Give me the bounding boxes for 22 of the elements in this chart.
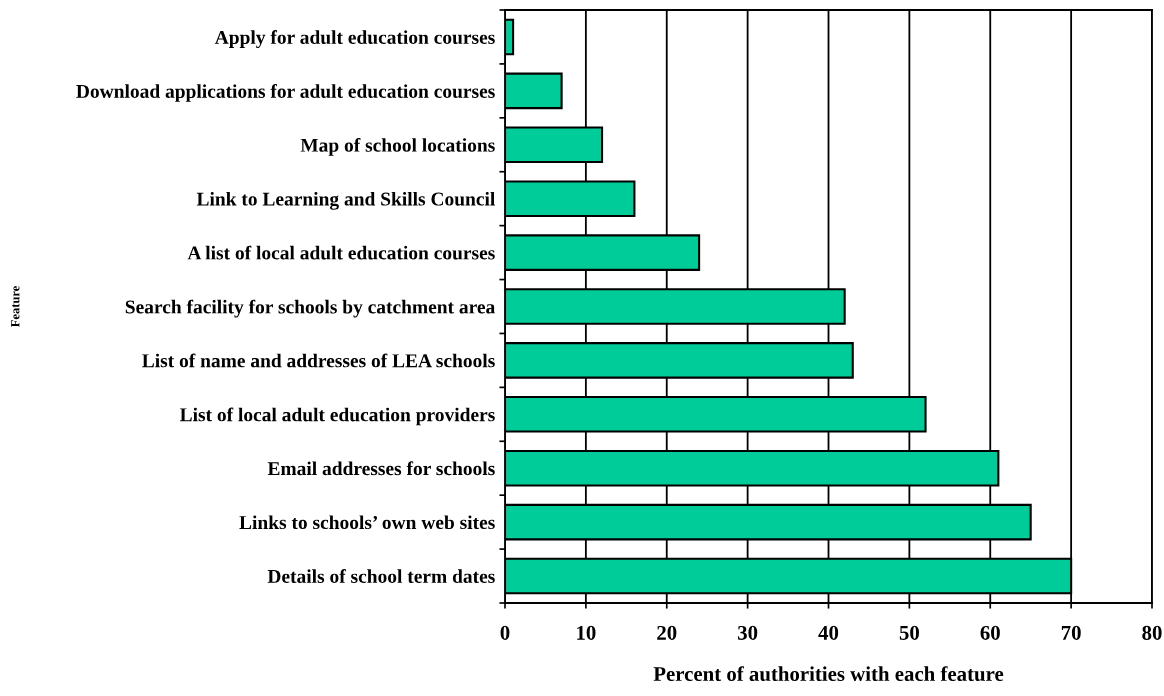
y-tick-label: Search facility for schools by catchment area — [125, 299, 495, 318]
y-tick-label: Map of school locations — [300, 137, 495, 156]
y-tick-label: Details of school term dates — [267, 569, 495, 583]
y-tick-label: A list of local adult education courses — [187, 245, 495, 260]
x-tick-label: 40 — [818, 625, 839, 640]
y-axis-title: Feature — [11, 286, 20, 327]
y-tick-label: Link to Learning and Skills Council — [196, 191, 495, 210]
x-tick-label: 20 — [657, 625, 677, 640]
x-tick-label: 50 — [899, 625, 919, 640]
x-tick-label: 70 — [1061, 625, 1081, 640]
y-tick-label: List of name and addresses of LEA schools — [142, 353, 495, 368]
x-tick-label: 60 — [980, 625, 1000, 640]
y-tick-label: Email addresses for schools — [267, 461, 495, 476]
x-tick-label: 10 — [577, 625, 596, 640]
y-tick-label: List of local adult education providers — [179, 407, 495, 426]
y-tick-label: Links to schools’ own web sites — [239, 515, 495, 530]
y-tick-label: Apply for adult education courses — [214, 30, 495, 48]
x-tick-label: 0 — [500, 625, 510, 640]
x-tick-label: 80 — [1142, 625, 1162, 640]
y-tick-label: Download applications for adult education courses — [76, 84, 495, 102]
x-tick-label: 30 — [737, 625, 758, 640]
x-axis-title: Percent of authorities with each feature — [653, 666, 1004, 682]
